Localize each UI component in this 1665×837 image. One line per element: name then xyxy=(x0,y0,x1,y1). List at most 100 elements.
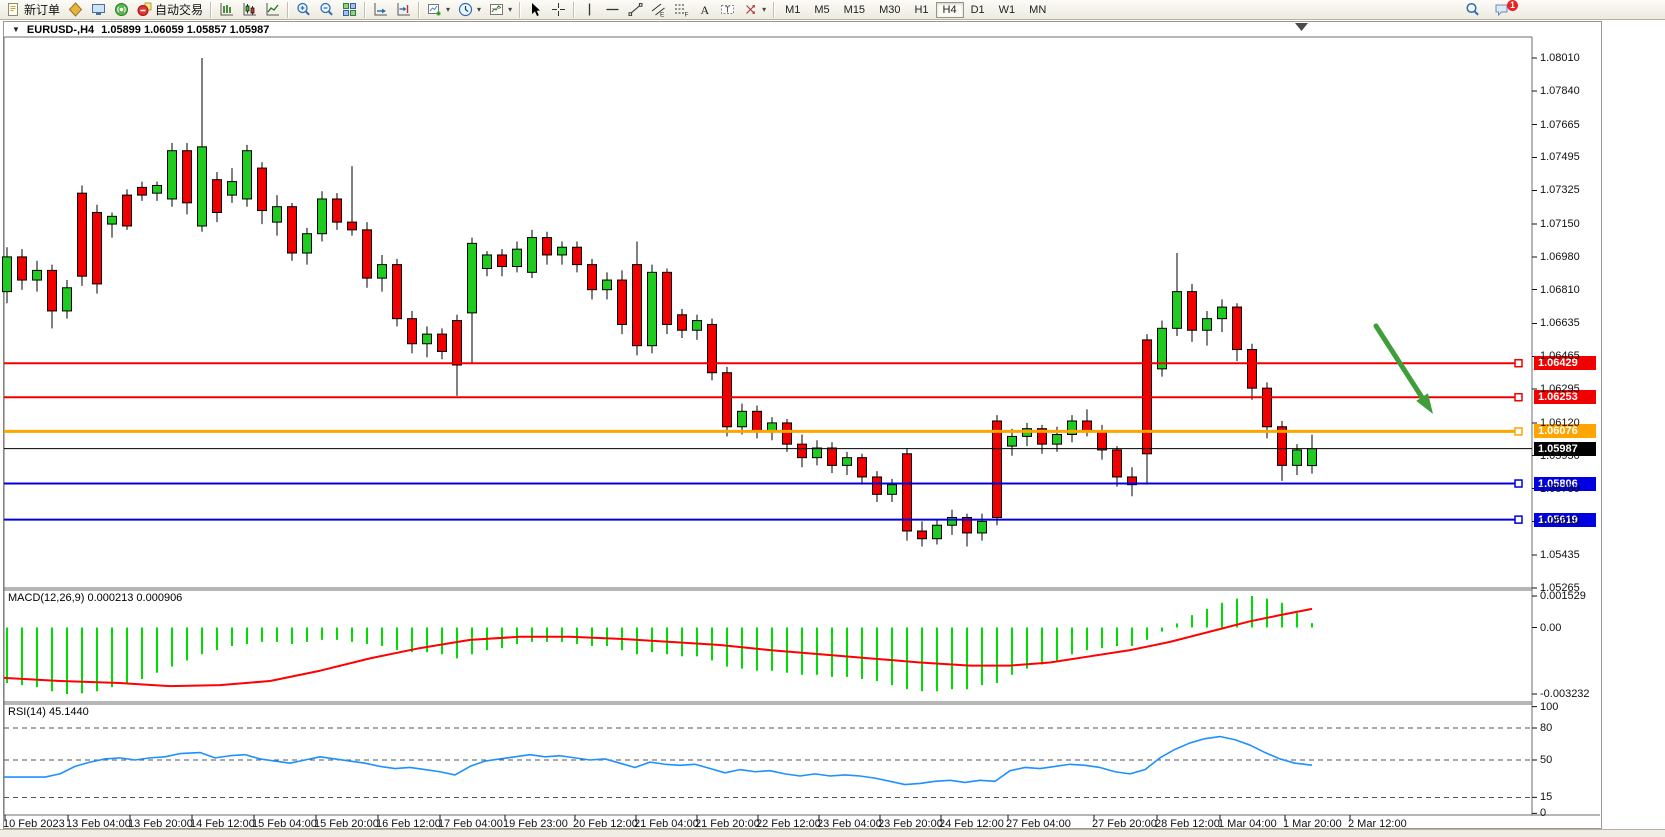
line-chart-button[interactable] xyxy=(261,0,284,20)
line-handle[interactable] xyxy=(1514,392,1523,402)
chart-shift-button[interactable] xyxy=(392,0,415,20)
signals-button[interactable] xyxy=(110,0,133,20)
time-axis[interactable] xyxy=(4,815,1532,830)
candle-down xyxy=(122,194,132,227)
new-chart-button[interactable]: ▾ xyxy=(423,0,454,20)
svg-text:E: E xyxy=(660,12,665,18)
candle-up xyxy=(167,150,177,200)
timeframe-button-w1[interactable]: W1 xyxy=(998,3,1016,16)
autotrading-button[interactable]: 自动交易 xyxy=(133,0,207,20)
timeframe-button-h1[interactable]: H1 xyxy=(914,3,929,16)
candle-down xyxy=(542,237,552,256)
candle-up xyxy=(977,520,987,534)
candle-up xyxy=(557,246,567,256)
timeframe-button-h4[interactable]: H4 xyxy=(935,1,964,18)
line-handle[interactable] xyxy=(1514,515,1523,524)
timeframe-button-m5[interactable]: M5 xyxy=(814,3,830,16)
macd-signal-line xyxy=(3,607,1313,688)
candle-down xyxy=(182,150,192,204)
zoom-out-button[interactable] xyxy=(315,0,338,20)
chart-menu-arrow-icon[interactable]: ▼ xyxy=(12,25,20,34)
candle-down xyxy=(707,323,717,374)
market-watch-button[interactable] xyxy=(64,0,87,20)
timeframe-button-m15[interactable]: M15 xyxy=(843,3,866,16)
candle-up xyxy=(302,233,312,254)
chart-candles-icon xyxy=(242,2,257,17)
candle-up xyxy=(272,206,282,223)
cursor-button[interactable] xyxy=(524,0,547,20)
svg-text:F: F xyxy=(685,12,689,18)
crosshair-button[interactable] xyxy=(547,0,570,20)
line-handle[interactable] xyxy=(1514,359,1523,368)
candle-down xyxy=(287,206,297,254)
candle-down xyxy=(1112,449,1122,478)
terminal-icon xyxy=(91,2,106,17)
candle-down xyxy=(77,192,87,277)
notifications-button[interactable]: 1 xyxy=(1490,0,1527,20)
candle-down xyxy=(1277,426,1287,466)
chart-title-bar: ▼ EURUSD-,H4 1.05899 1.06059 1.05857 1.0… xyxy=(4,22,269,37)
chevron-down-icon: ▾ xyxy=(477,5,482,14)
svg-text:A: A xyxy=(701,3,710,17)
candle-down xyxy=(827,447,837,466)
chart-plot-area[interactable] xyxy=(4,37,1532,588)
candle-up xyxy=(527,237,537,273)
candle-up xyxy=(512,248,522,268)
zoom-in-icon xyxy=(296,2,311,17)
auto-scroll-icon xyxy=(373,2,388,17)
candle-up xyxy=(1007,435,1017,447)
timeframe-button-m1[interactable]: M1 xyxy=(785,3,801,16)
candle-up xyxy=(482,254,492,269)
trendline-button[interactable] xyxy=(624,0,647,20)
channel-icon: E xyxy=(651,2,666,17)
zoom-in-button[interactable] xyxy=(292,0,315,20)
candle-down xyxy=(857,457,867,478)
timeframe-button-d1[interactable]: D1 xyxy=(970,3,985,16)
periods-button[interactable]: ▾ xyxy=(454,0,485,20)
horizontal-line-button[interactable] xyxy=(601,0,624,20)
chart-shift-icon xyxy=(396,2,411,17)
tile-windows-button[interactable] xyxy=(338,0,361,20)
label-button[interactable]: T xyxy=(716,0,739,20)
search-icon xyxy=(1465,2,1480,17)
period-clock-icon xyxy=(458,2,473,17)
new-order-button[interactable]: 新订单 xyxy=(2,0,64,20)
autotrading-icon xyxy=(137,2,152,17)
fibonacci-button[interactable]: F xyxy=(670,0,693,20)
candle-up xyxy=(602,279,612,291)
timeframe-button-mn[interactable]: MN xyxy=(1029,3,1047,16)
chevron-down-icon: ▾ xyxy=(446,5,451,14)
candle-up xyxy=(317,198,327,235)
vertical-line-button[interactable] xyxy=(578,0,601,20)
price-axis[interactable] xyxy=(1532,37,1600,815)
candle-down xyxy=(992,420,1002,519)
signals-icon xyxy=(114,2,129,17)
line-handle[interactable] xyxy=(1514,479,1523,488)
candle-up xyxy=(227,181,237,196)
terminal-button[interactable] xyxy=(87,0,110,20)
chart-ohlc-values: 1.05899 1.06059 1.05857 1.05987 xyxy=(101,23,270,36)
autotrading-button-label: 自动交易 xyxy=(155,3,204,17)
template-chart-icon xyxy=(489,2,504,17)
candle-down xyxy=(212,179,222,213)
toolbar-separator xyxy=(519,1,522,18)
trend-arrow-annotation[interactable] xyxy=(1373,323,1426,402)
notification-badge: 1 xyxy=(1507,0,1518,11)
candle-up xyxy=(692,320,702,331)
candlestick-chart-button[interactable] xyxy=(238,0,261,20)
channel-button[interactable]: E xyxy=(647,0,670,20)
new-order-icon xyxy=(6,2,21,17)
candle-up xyxy=(107,215,117,225)
templates-button[interactable]: ▾ xyxy=(485,0,516,20)
auto-scroll-button[interactable] xyxy=(369,0,392,20)
timeframe-button-m30[interactable]: M30 xyxy=(879,3,901,16)
candle-down xyxy=(1262,387,1272,428)
toolbar-right-group: 1 xyxy=(1461,0,1527,20)
bar-chart-button[interactable] xyxy=(215,0,238,20)
cursor-icon xyxy=(528,2,543,17)
arrows-button[interactable]: ▾ xyxy=(739,0,770,20)
text-button[interactable]: A xyxy=(693,0,716,20)
search-button[interactable] xyxy=(1461,0,1484,20)
chart-shift-marker[interactable] xyxy=(1295,23,1308,31)
line-handle[interactable] xyxy=(1514,427,1523,436)
